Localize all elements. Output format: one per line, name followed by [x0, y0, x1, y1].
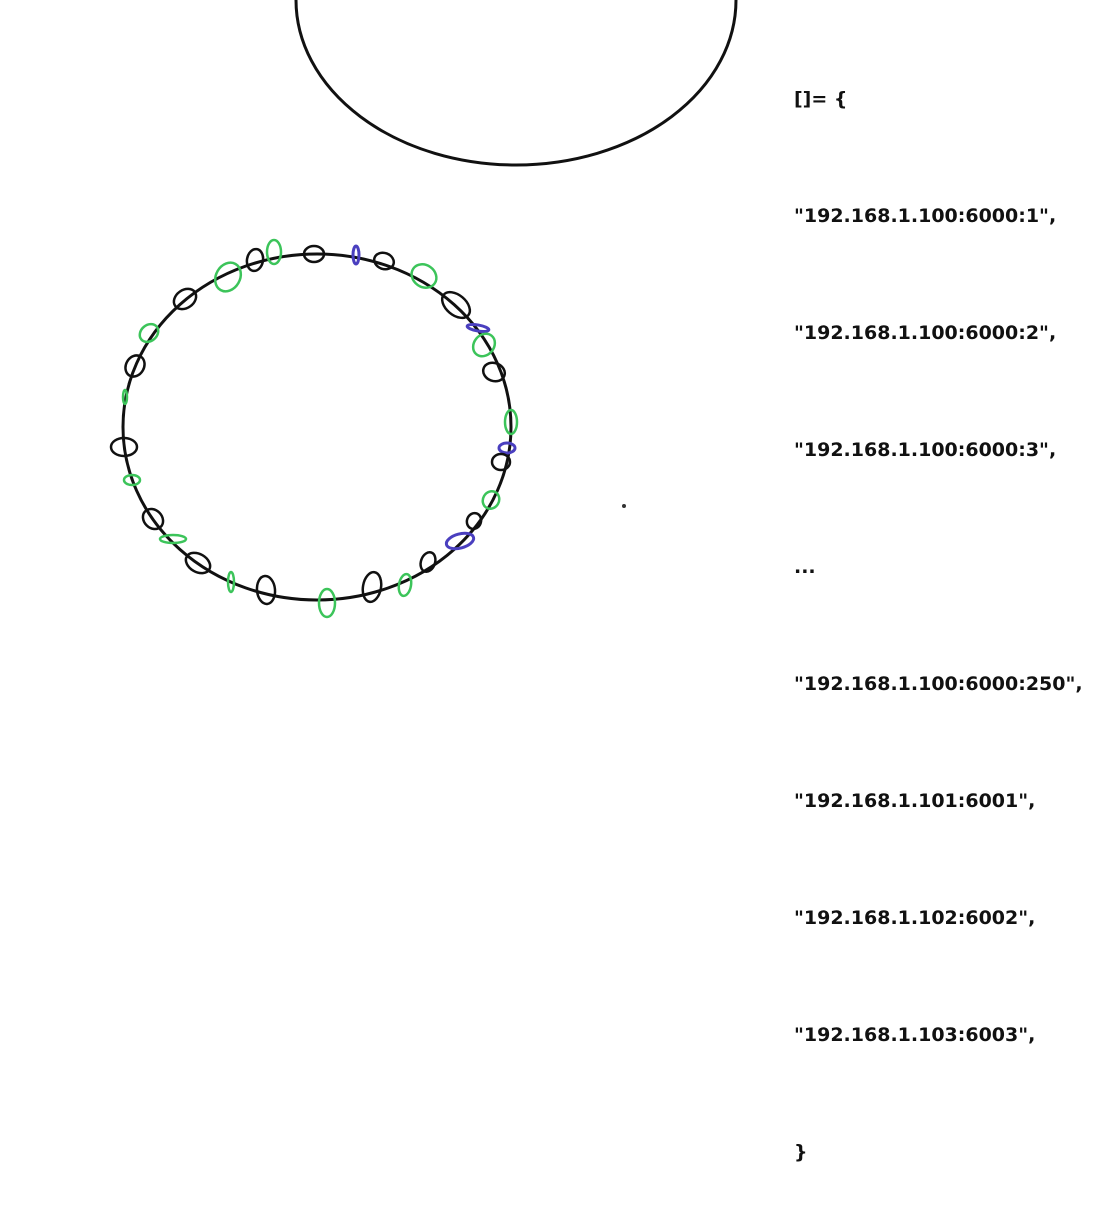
ring-node-green — [503, 408, 519, 436]
ring-node-black — [490, 452, 512, 472]
ring-node-green — [122, 473, 142, 487]
code-line-node: "192.168.1.100:6000:2", — [794, 322, 1057, 344]
code-line-open: []= { — [794, 88, 848, 110]
ring-node-black — [372, 251, 396, 271]
ring-node-green — [410, 263, 438, 289]
ring-node-black — [255, 574, 277, 606]
node-list-code: []= { "192.168.1.100:6000:1", "192.168.1… — [794, 2, 1083, 1211]
code-line-node: "192.168.1.103:6003", — [794, 1024, 1036, 1046]
ring-node-green — [121, 388, 129, 406]
ring-node-black — [302, 244, 326, 264]
ring-node-black — [172, 287, 198, 311]
ring-node-green — [158, 533, 188, 545]
ring-node-black — [141, 507, 165, 531]
ring-node-green — [471, 332, 497, 358]
ring-node-blue — [465, 322, 491, 334]
ring-node-green — [481, 489, 501, 511]
code-line-node: "192.168.1.100:6000:3", — [794, 439, 1057, 461]
code-line-close: } — [794, 1141, 808, 1163]
ring-node-black — [245, 247, 265, 273]
hash-ring-diagram — [109, 0, 738, 619]
ring-node-blue — [444, 531, 476, 551]
ring-node-black — [419, 551, 437, 573]
ring-nodes — [109, 238, 519, 619]
ring-node-black — [481, 361, 507, 383]
ring-node-black — [124, 354, 146, 378]
ring-node-green — [317, 587, 337, 619]
ring-node-black — [440, 290, 472, 320]
ring-node-black — [465, 511, 483, 531]
ring-node-black — [184, 551, 212, 575]
hash-ring-circle — [121, 252, 513, 602]
ring-node-black — [109, 436, 139, 458]
stray-dot — [622, 504, 626, 508]
ring-node-blue — [351, 244, 361, 266]
ring-node-green — [213, 261, 243, 293]
ring-node-green — [265, 238, 283, 266]
ring-node-green — [397, 572, 413, 598]
ring-node-green — [138, 322, 160, 344]
code-line-node: "192.168.1.102:6002", — [794, 907, 1036, 929]
ring-node-blue — [497, 441, 517, 455]
code-line-ellipsis: ... — [794, 556, 816, 578]
code-line-node: "192.168.1.100:6000:250", — [794, 673, 1083, 695]
code-line-node: "192.168.1.101:6001", — [794, 790, 1036, 812]
code-line-node: "192.168.1.100:6000:1", — [794, 205, 1057, 227]
top-ring-circle — [294, 0, 738, 167]
ring-node-green — [226, 570, 236, 594]
ring-node-black — [361, 570, 383, 604]
